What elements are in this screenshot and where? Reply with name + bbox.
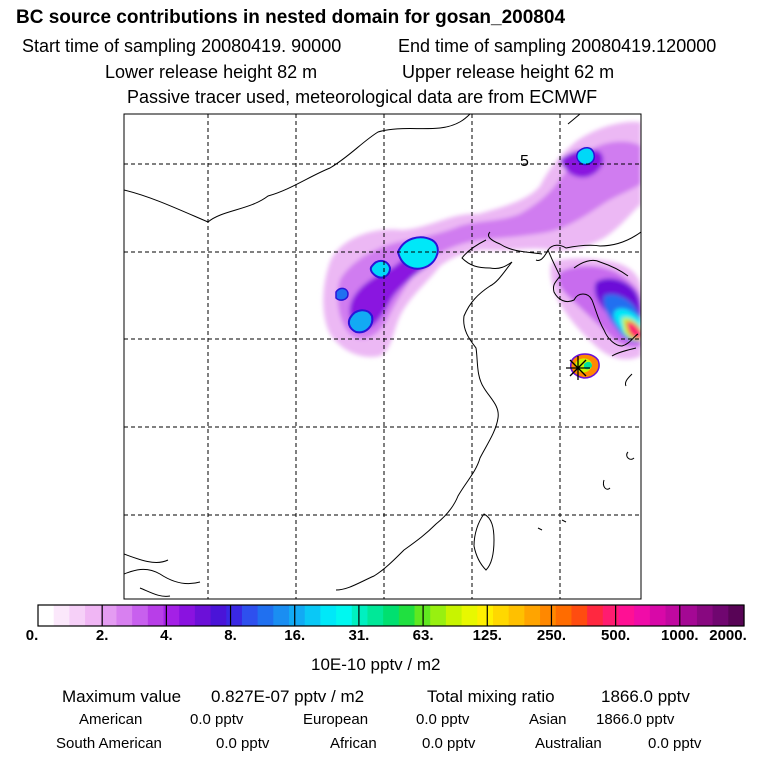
colorbar-cell — [398, 605, 416, 626]
colorbar-cell — [430, 605, 447, 626]
chart-title: BC source contributions in nested domain… — [16, 7, 566, 28]
region-name: African — [330, 735, 377, 752]
colorbar-cell — [147, 605, 165, 626]
colorbar-cell — [53, 605, 70, 626]
colorbar-tick-label: 16. — [284, 627, 306, 644]
colorbar-tick-label: 4. — [160, 627, 173, 644]
colorbar-cell — [728, 605, 745, 626]
region-value: 0.0 pptv — [648, 735, 702, 752]
colorbar-cell — [226, 605, 243, 626]
colorbar-cell — [132, 605, 149, 626]
colorbar-cell — [38, 605, 55, 626]
total-mixing-label: Total mixing ratio — [427, 687, 555, 706]
total-mixing-value: 1866.0 pptv — [601, 687, 690, 706]
map-annotation-label: 5 — [520, 153, 529, 170]
colorbar-tick-label: 2. — [95, 627, 109, 644]
colorbar-cell — [273, 605, 290, 626]
start-time: Start time of sampling 20080419. 90000 — [22, 36, 342, 56]
colorbar-cell — [602, 605, 620, 626]
colorbar-cell — [336, 605, 353, 626]
colorbar-tick-label: 500. — [601, 627, 631, 644]
colorbar-cell — [69, 605, 86, 626]
colorbar-cell — [304, 605, 321, 626]
colorbar-cell — [179, 605, 196, 626]
colorbar-tick-label: 63. — [412, 627, 434, 644]
colorbar-cell — [367, 605, 384, 626]
region-value: 0.0 pptv — [216, 735, 270, 752]
colorbar-tick-label: 8. — [224, 627, 237, 644]
colorbar-cell — [210, 605, 227, 626]
colorbar-cell — [289, 605, 306, 626]
colorbar-cell — [85, 605, 102, 626]
region-value: 1866.0 pptv — [596, 711, 675, 728]
region-name: South American — [56, 735, 162, 752]
region-value: 0.0 pptv — [422, 735, 476, 752]
colorbar-tick-label: 2000. — [709, 627, 747, 644]
region-name: Asian — [529, 711, 567, 728]
region-name: European — [303, 711, 369, 728]
colorbar-cell — [540, 605, 557, 626]
region-value: 0.0 pptv — [190, 711, 244, 728]
colorbar-cell — [477, 605, 494, 626]
colorbar-units: 10E-10 pptv / m2 — [311, 655, 441, 674]
colorbar-cell — [587, 605, 604, 626]
colorbar-cell — [100, 605, 118, 626]
lower-release-height: Lower release height 82 m — [105, 62, 318, 82]
colorbar-cell — [163, 605, 180, 626]
colorbar-cell — [492, 605, 510, 626]
colorbar-cell — [571, 605, 588, 626]
colorbar-cell — [649, 605, 667, 626]
lat-lon-grid — [124, 114, 641, 599]
colorbar-cell — [383, 605, 400, 626]
colorbar-cell — [524, 605, 541, 626]
plume-field — [323, 121, 641, 360]
colorbar-cell — [508, 605, 525, 626]
max-value: 0.827E-07 pptv / m2 — [211, 687, 365, 706]
colorbar-cell — [257, 605, 274, 626]
colorbar-cell — [618, 605, 635, 626]
colorbar-cell — [696, 605, 714, 626]
colorbar-cell — [681, 605, 698, 626]
colorbar-tick-label: 31. — [348, 627, 370, 644]
region-value: 0.0 pptv — [416, 711, 470, 728]
coastlines — [124, 114, 641, 597]
max-value-label: Maximum value — [62, 687, 182, 706]
colorbar-cell — [241, 605, 259, 626]
tracer-info: Passive tracer used, meteorological data… — [127, 87, 598, 107]
colorbar-cell — [351, 605, 369, 626]
region-name: Australian — [535, 735, 602, 752]
colorbar-cell — [634, 605, 651, 626]
colorbar-tick-label: 0. — [25, 627, 39, 644]
colorbar-cell — [665, 605, 682, 626]
colorbar-cell — [320, 605, 337, 626]
end-time: End time of sampling 20080419.120000 — [398, 36, 717, 56]
colorbar-cell — [445, 605, 463, 626]
map-frame — [123, 113, 642, 600]
receptor-marker — [566, 356, 590, 380]
colorbar-tick-label: 125. — [472, 627, 502, 644]
colorbar-cell — [116, 605, 133, 626]
colorbar-cell — [461, 605, 478, 626]
colorbar-tick-label: 250. — [536, 627, 567, 644]
colorbar-cell — [555, 605, 573, 626]
region-name: American — [79, 711, 143, 728]
colorbar-tick-label: 1000. — [661, 627, 699, 644]
colorbar-cell — [194, 605, 212, 626]
colorbar-cell — [712, 605, 729, 626]
upper-release-height: Upper release height 62 m — [402, 62, 615, 82]
